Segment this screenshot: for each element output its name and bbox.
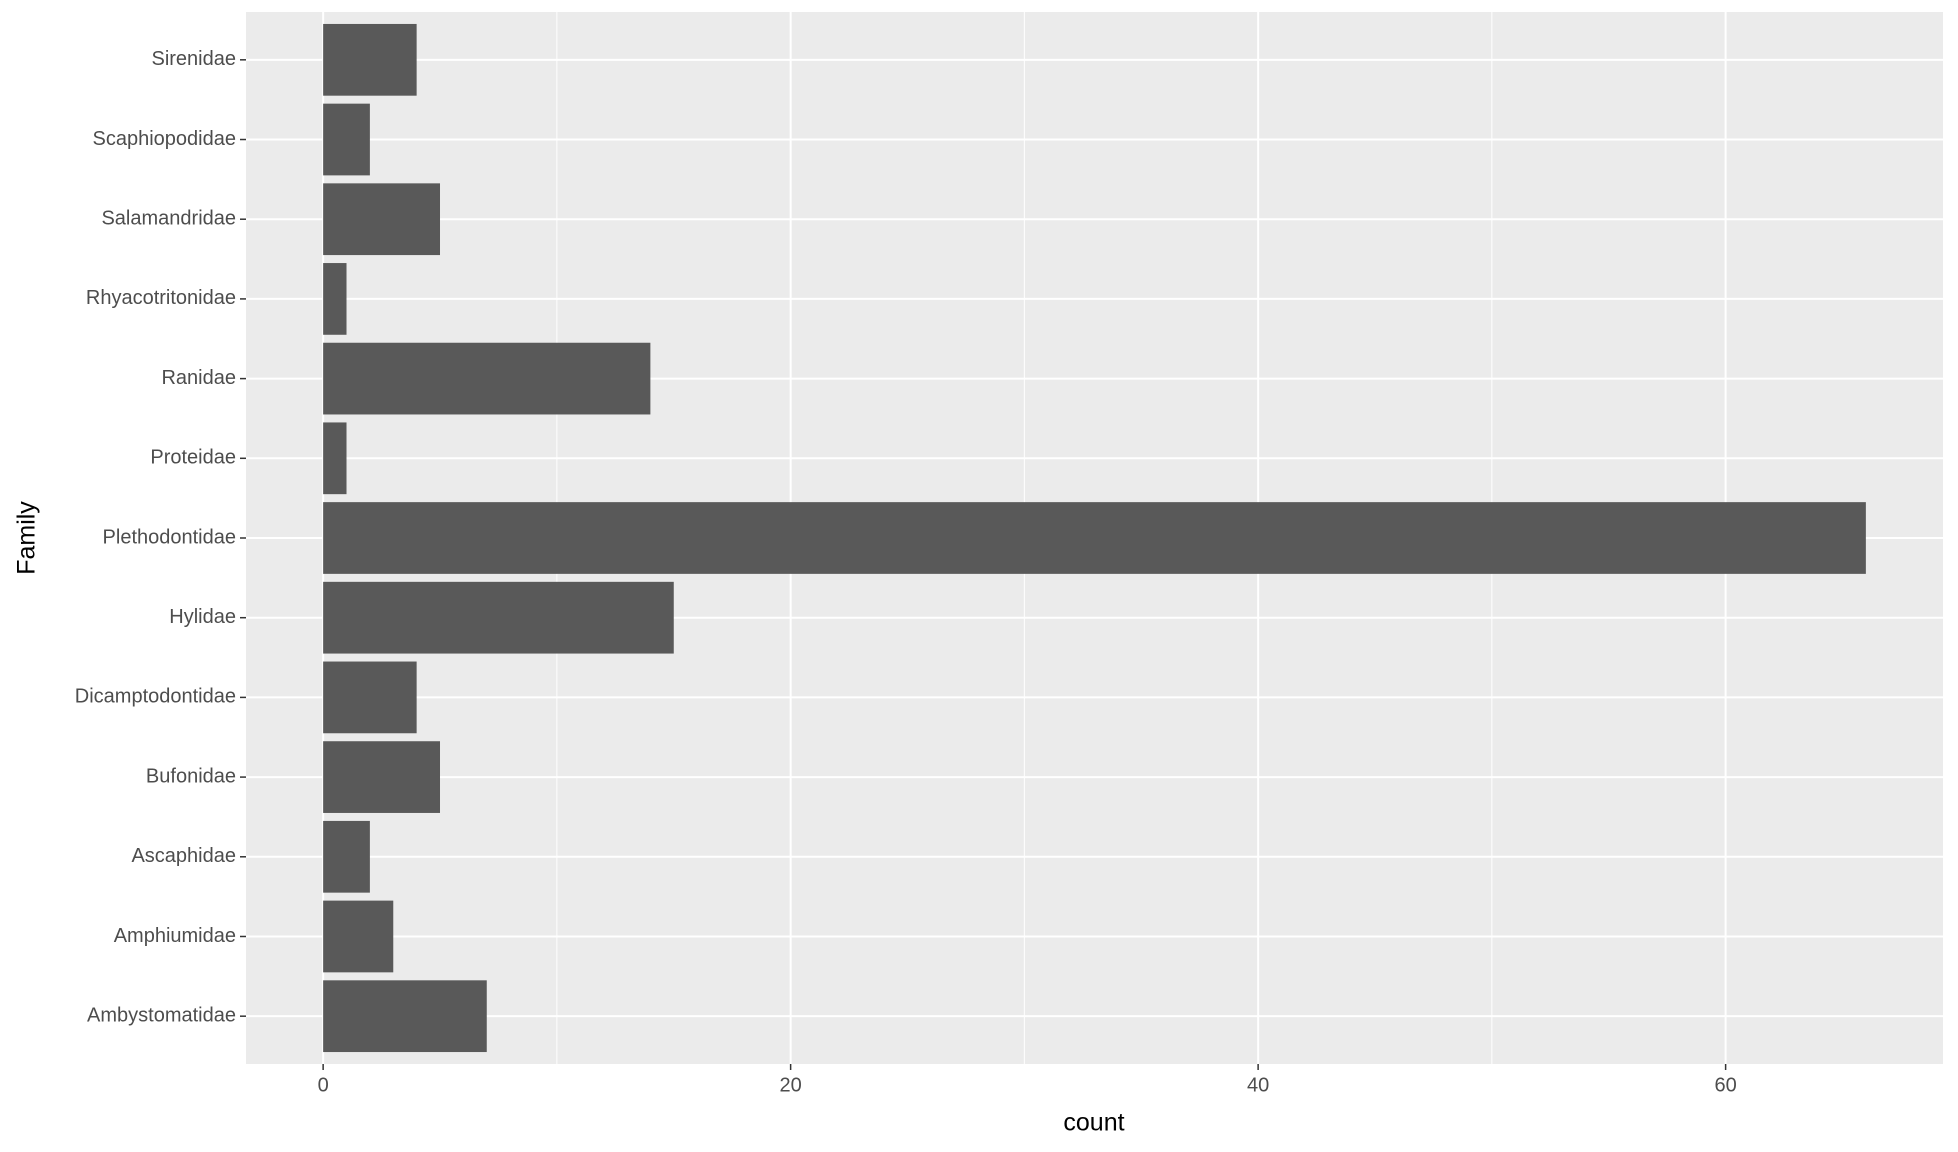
y-axis-title: Family — [13, 501, 41, 575]
x-tick-label: 20 — [780, 1074, 802, 1096]
bar — [323, 183, 441, 256]
x-tick-label: 40 — [1247, 1074, 1269, 1096]
y-tick-label: Ascaphidae — [131, 845, 236, 867]
bar — [323, 980, 487, 1053]
bars — [323, 23, 1866, 1053]
y-tick-label: Rhyacotritonidae — [86, 287, 236, 309]
bar — [323, 422, 347, 495]
y-tick-label: Amphiumidae — [114, 925, 236, 947]
bar — [323, 661, 417, 734]
bar — [323, 741, 441, 813]
x-tick-label: 60 — [1714, 1074, 1736, 1096]
y-tick-label: Proteidae — [150, 447, 236, 469]
y-tick-label: Plethodontidae — [103, 526, 236, 548]
bar — [323, 263, 347, 335]
bar — [323, 581, 674, 654]
bar — [323, 900, 394, 973]
bar — [323, 342, 651, 415]
y-tick-label: Hylidae — [169, 606, 236, 628]
y-tick-label: Dicamptodontidae — [75, 686, 236, 708]
x-tick-label: 0 — [318, 1074, 329, 1096]
y-tick-label: Salamandridae — [101, 207, 236, 229]
y-tick-label: Bufonidae — [146, 765, 236, 787]
grid — [246, 12, 1943, 1064]
y-tick-label: Sirenidae — [151, 48, 236, 70]
bar — [323, 502, 1866, 574]
y-tick-label: Ranidae — [161, 367, 236, 389]
bar — [323, 820, 370, 893]
bar — [323, 103, 370, 176]
bar — [323, 23, 417, 96]
y-tick-label: Ambystomatidae — [87, 1004, 236, 1026]
y-tick-label: Scaphiopodidae — [93, 128, 236, 150]
x-axis-title: count — [1063, 1109, 1124, 1137]
